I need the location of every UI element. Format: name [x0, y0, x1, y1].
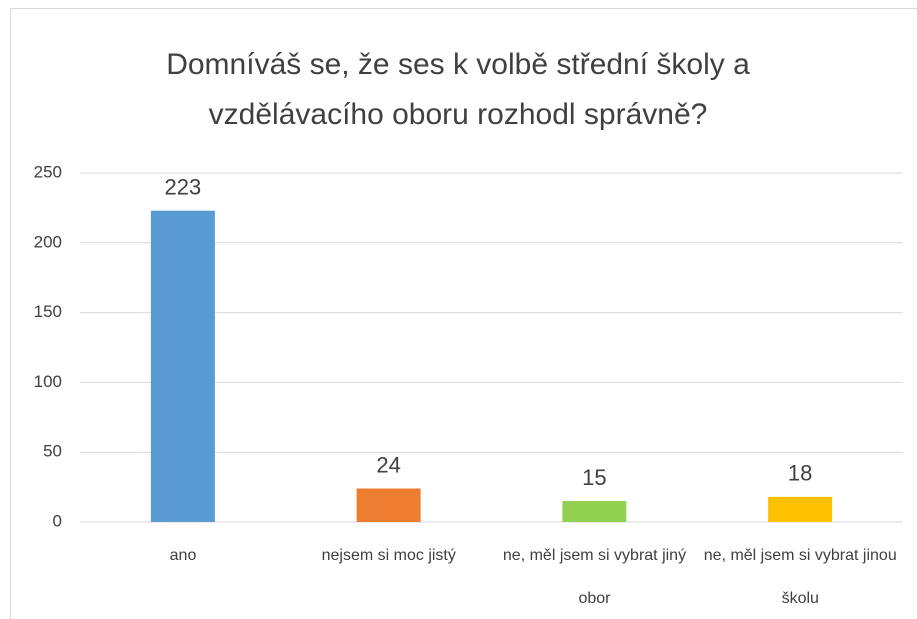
chart-border [10, 8, 917, 619]
bar [356, 488, 421, 522]
y-tick-label: 150 [34, 302, 62, 321]
y-tick-label: 50 [43, 442, 62, 461]
x-tick-label: ano [169, 547, 197, 564]
bar [768, 496, 833, 522]
data-label: 24 [376, 452, 400, 477]
y-tick-label: 250 [34, 162, 62, 181]
data-label: 18 [788, 461, 812, 486]
y-tick-label: 0 [53, 511, 62, 530]
x-tick-label: nejsem si moc jistý [321, 547, 456, 564]
data-label: 15 [582, 465, 606, 490]
data-label: 223 [165, 175, 202, 200]
x-tick-label: ne, měl jsem si vybrat jiný obor [502, 547, 687, 607]
y-tick-label: 100 [34, 372, 62, 391]
bar [150, 210, 215, 522]
x-tick-label: ne, měl jsem si vybrat jinou školu [703, 547, 897, 607]
chart-title: Domníváš se, že ses k volbě střední škol… [166, 48, 750, 131]
y-tick-label: 200 [34, 232, 62, 251]
bar [562, 501, 627, 522]
